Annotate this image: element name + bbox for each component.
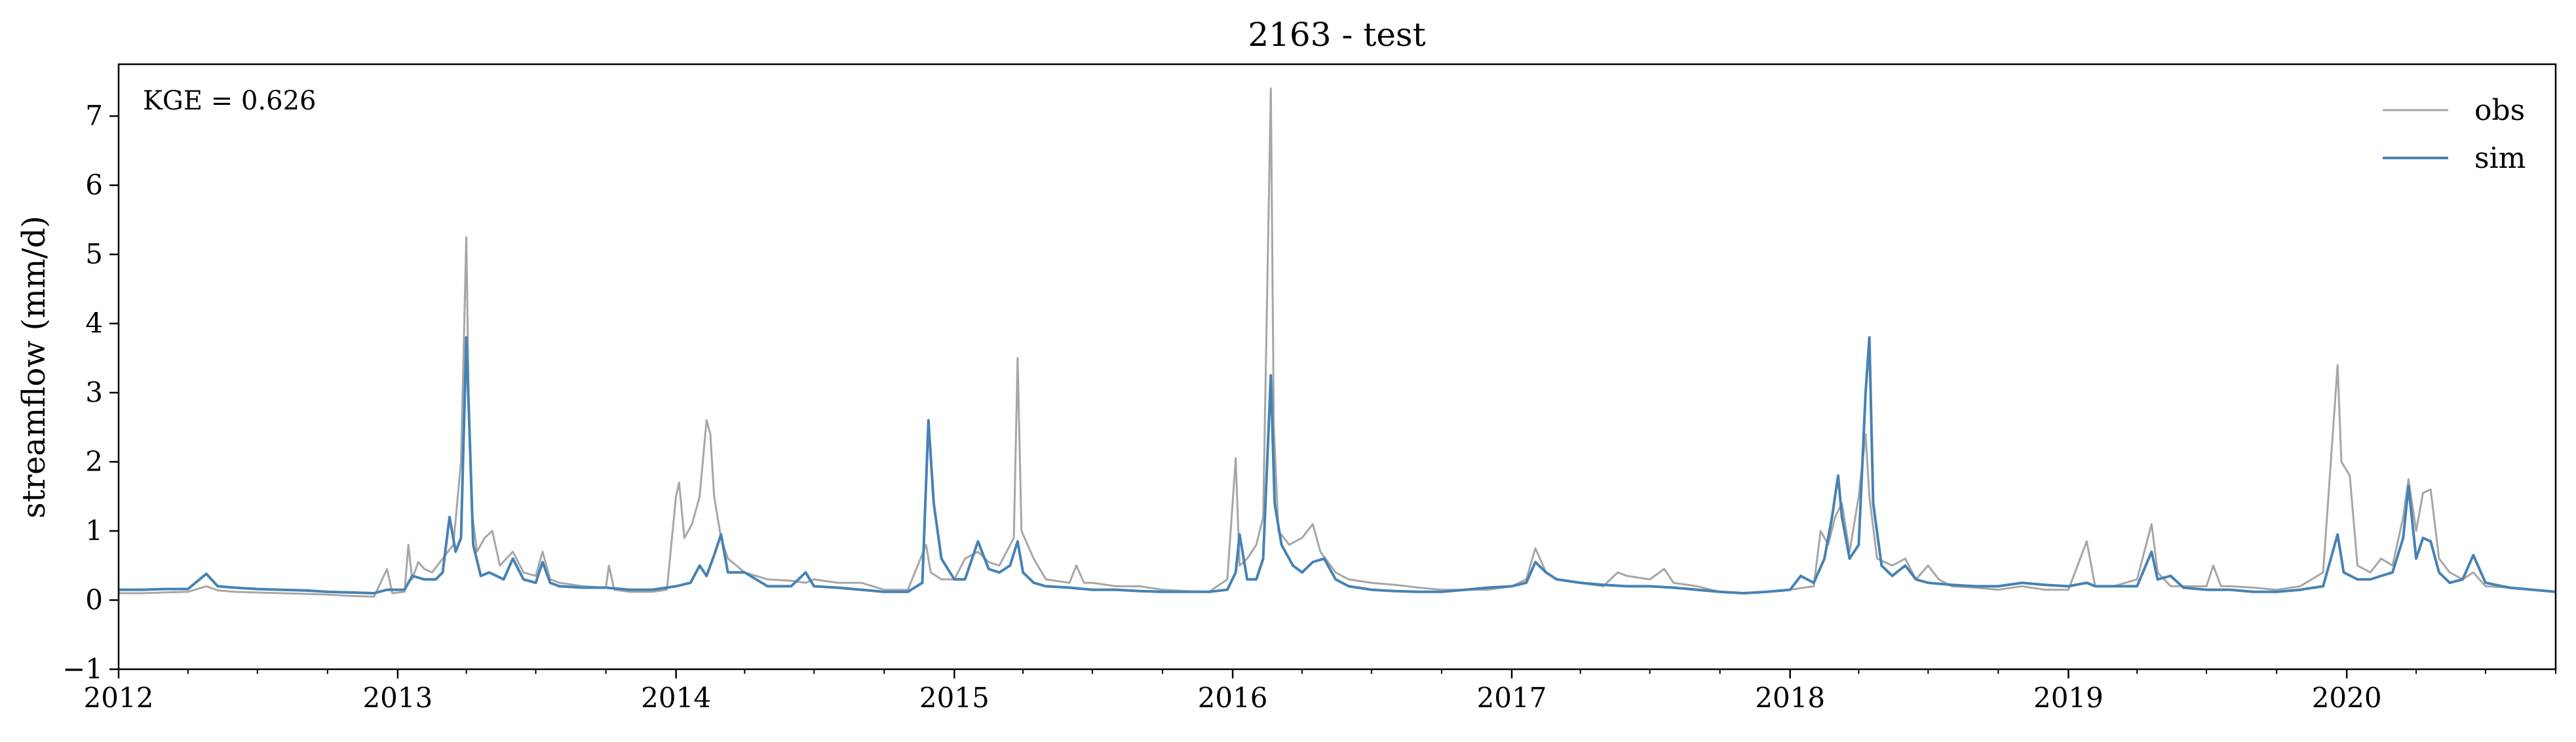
y-axis-label: streamflow (mm/d) (16, 216, 52, 518)
chart-title: 2163 - test (1248, 16, 1425, 54)
kge-annotation: KGE = 0.626 (143, 86, 317, 116)
x-tick-label: 2018 (1755, 682, 1825, 714)
y-tick-label: 2 (85, 446, 103, 478)
legend-label-obs: obs (2474, 94, 2525, 127)
legend-label-sim: sim (2474, 142, 2526, 175)
x-tick-label: 2017 (1477, 682, 1547, 714)
y-axis: −1 0 1 2 3 4 5 6 7 (62, 100, 119, 685)
x-tick-label: 2012 (84, 682, 154, 714)
legend: obs sim (2383, 94, 2526, 175)
x-tick-label: 2015 (919, 682, 990, 714)
x-axis: 2012 2013 2014 2015 2016 2017 2018 2019 2020 (84, 669, 2556, 714)
y-tick-label: −1 (62, 653, 103, 685)
series-line-obs (119, 87, 2556, 598)
x-tick-label: 2013 (362, 682, 433, 714)
y-tick-label: 3 (85, 376, 103, 408)
y-tick-label: 0 (85, 584, 103, 616)
x-tick-label: 2020 (2312, 682, 2382, 714)
y-tick-label: 7 (85, 100, 103, 132)
series-line-sim (119, 336, 2556, 595)
plot-frame (117, 63, 2557, 671)
y-tick-label: 6 (85, 169, 103, 201)
y-tick-label: 1 (85, 515, 103, 547)
series-layer (119, 87, 2556, 598)
x-tick-label: 2014 (641, 682, 711, 714)
x-tick-label: 2016 (1198, 682, 1268, 714)
y-tick-label: 5 (85, 238, 103, 270)
x-tick-label: 2019 (2033, 682, 2104, 714)
y-tick-label: 4 (85, 307, 103, 340)
